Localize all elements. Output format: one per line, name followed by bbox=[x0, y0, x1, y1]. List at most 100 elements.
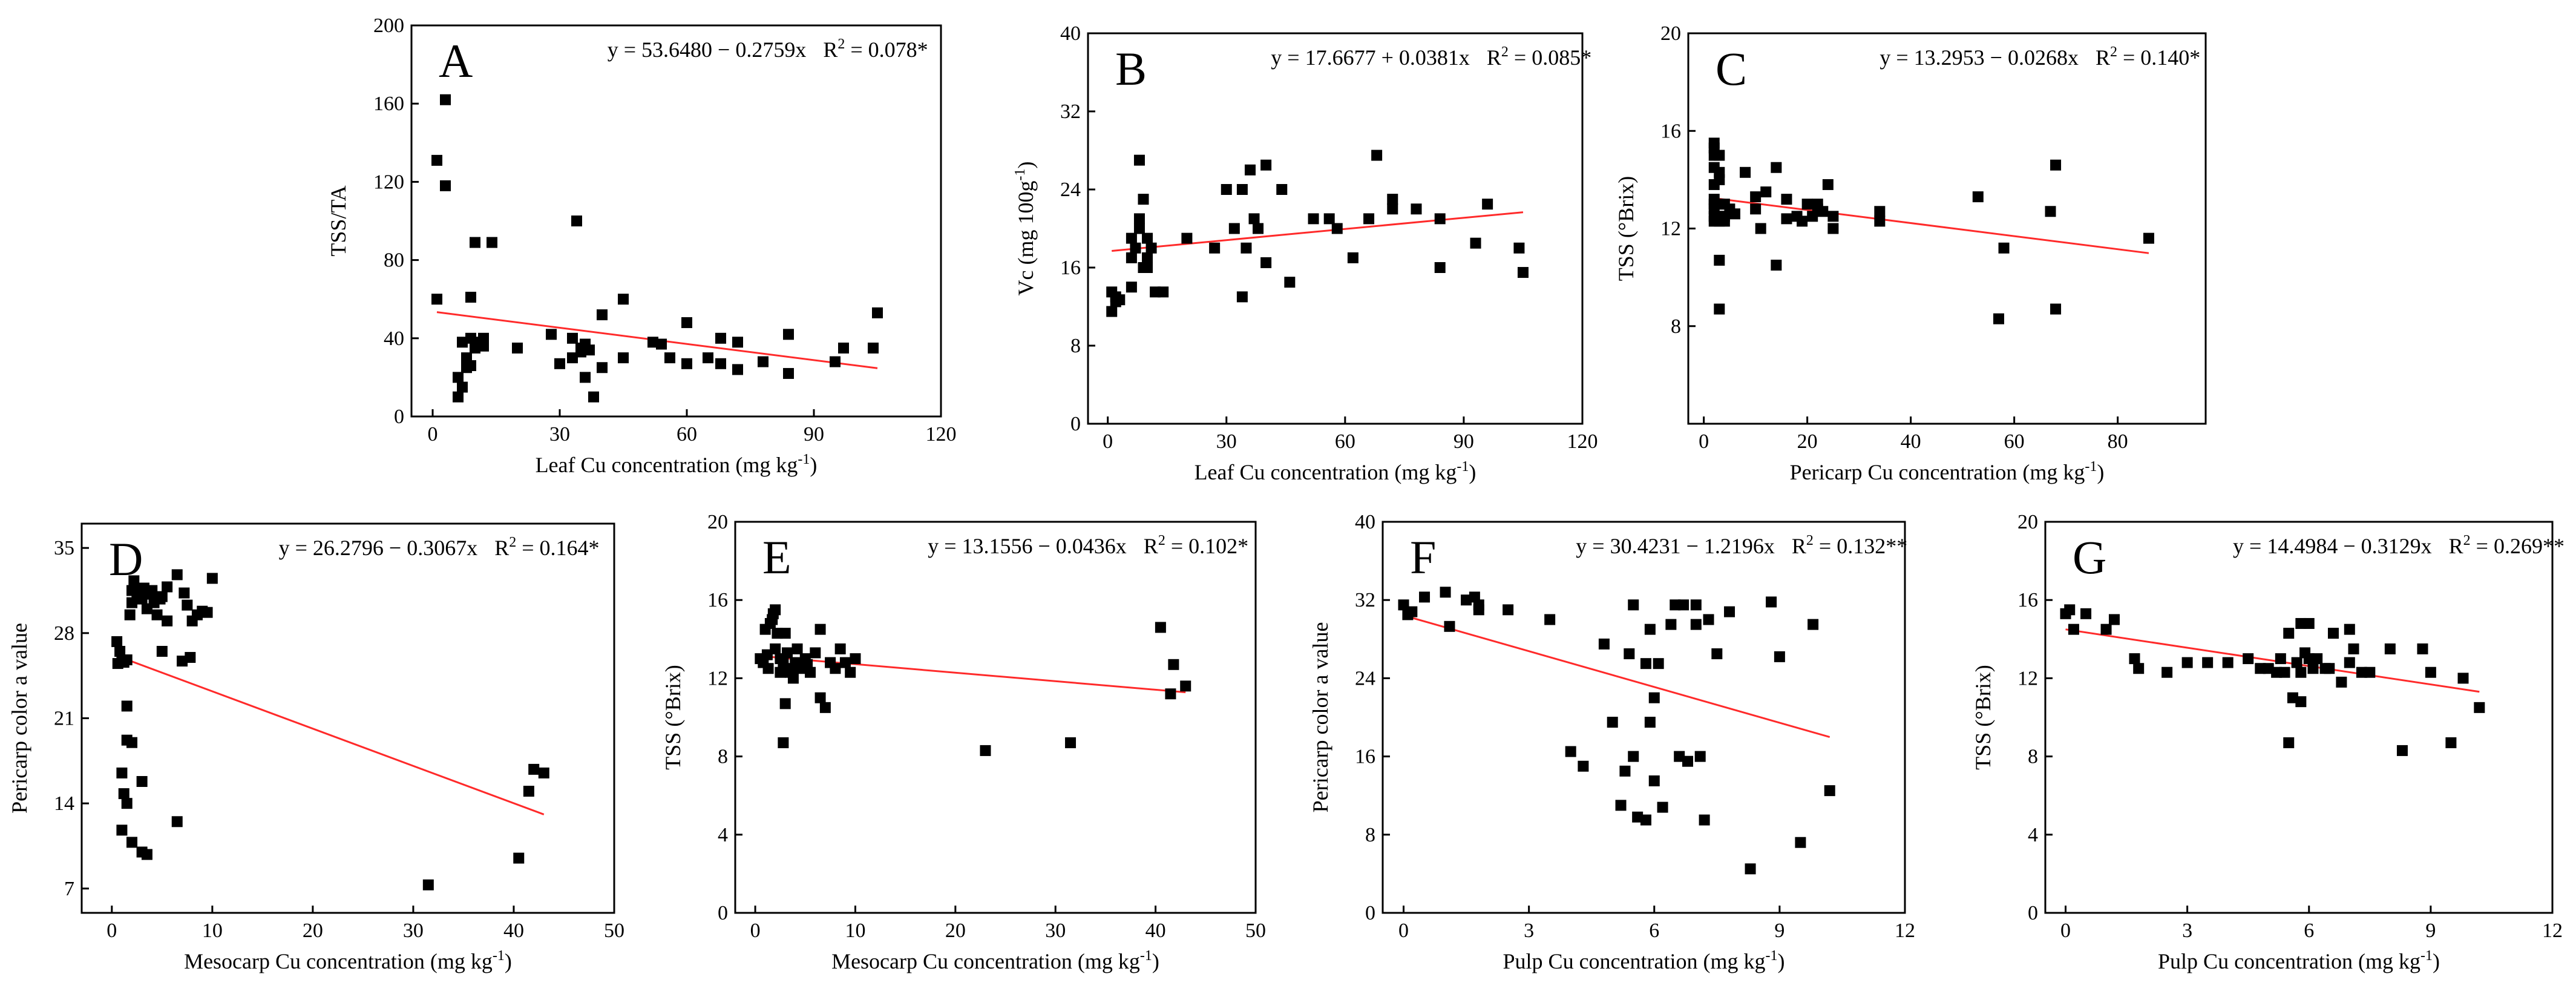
data-point bbox=[136, 775, 148, 787]
y-tick-label: 8 bbox=[1070, 335, 1081, 357]
data-point bbox=[1714, 254, 1725, 266]
y-axis-label: Pericarp color a value bbox=[7, 623, 31, 814]
data-point bbox=[1133, 154, 1145, 166]
data-point bbox=[1771, 259, 1782, 271]
data-point bbox=[1578, 760, 1589, 772]
y-tick-label: 16 bbox=[1060, 257, 1081, 279]
panel-frame bbox=[1087, 32, 1584, 425]
x-axis-label: Pericarp Cu concentration (mg kg-1) bbox=[1790, 459, 2105, 484]
x-tick-label: 0 bbox=[750, 920, 761, 942]
data-point bbox=[845, 666, 856, 678]
data-point bbox=[116, 824, 128, 836]
x-tick-label: 3 bbox=[2182, 920, 2192, 942]
data-point bbox=[1644, 624, 1656, 635]
x-tick-label: 40 bbox=[1901, 430, 1921, 453]
data-point bbox=[1781, 194, 1792, 205]
panel-letter: A bbox=[439, 35, 473, 87]
data-point bbox=[834, 643, 846, 654]
y-axis-label: Vc (mg 100g-1) bbox=[1012, 162, 1038, 296]
data-point bbox=[206, 573, 218, 584]
data-point bbox=[758, 356, 769, 367]
data-point bbox=[1972, 191, 1984, 203]
x-tick-label: 50 bbox=[1245, 920, 1266, 942]
x-tick-label: 0 bbox=[1398, 920, 1409, 942]
data-point bbox=[422, 879, 434, 890]
y-tick-label: 4 bbox=[718, 824, 728, 846]
data-point bbox=[1142, 232, 1153, 244]
y-tick-label: 12 bbox=[1660, 218, 1681, 240]
y-tick-label: 8 bbox=[1365, 824, 1375, 846]
panel-b: 0 30 60 90 120 0 8 16 24 32 40 B y = 17.6677 + 0.038… bbox=[1012, 22, 1598, 484]
y-tick-label: 8 bbox=[718, 746, 728, 768]
data-point bbox=[182, 599, 193, 611]
x-axis-label: Leaf Cu concentration (mg kg-1) bbox=[536, 452, 818, 477]
y-tick-label: 20 bbox=[2017, 511, 2038, 533]
data-point bbox=[1126, 232, 1137, 244]
data-point bbox=[2303, 617, 2315, 629]
data-point bbox=[1284, 277, 1296, 288]
data-point bbox=[810, 647, 821, 659]
regression-equation: y = 13.2953 − 0.0268x R2 = 0.140* bbox=[1880, 44, 2200, 70]
regression-line bbox=[1112, 211, 1524, 252]
y-tick-label: 0 bbox=[2028, 902, 2038, 924]
data-point bbox=[146, 585, 158, 596]
data-point bbox=[868, 342, 879, 354]
data-point bbox=[1323, 213, 1335, 225]
data-point bbox=[1729, 208, 1740, 220]
data-point bbox=[597, 362, 608, 373]
data-point bbox=[1133, 213, 1145, 225]
y-tick-label: 16 bbox=[1660, 120, 1681, 142]
x-tick-label: 80 bbox=[2108, 430, 2128, 453]
data-point bbox=[1440, 587, 1451, 598]
data-point bbox=[1138, 194, 1149, 205]
data-point bbox=[1434, 262, 1446, 273]
regression-equation: y = 14.4984 − 0.3129x R2 = 0.269** bbox=[2233, 533, 2565, 558]
data-point bbox=[1807, 619, 1819, 630]
regression-line bbox=[2065, 628, 2480, 693]
y-tick-label: 20 bbox=[707, 511, 728, 533]
panel-a: 0 30 60 90 120 0 40 80 120 160 200 A y = 53.6480 − 0… bbox=[326, 15, 957, 477]
x-tick-label: 0 bbox=[428, 423, 438, 446]
data-point bbox=[1797, 216, 1808, 227]
data-point bbox=[664, 352, 675, 364]
x-axis-label: Leaf Cu concentration (mg kg-1) bbox=[1195, 459, 1476, 484]
data-point bbox=[1781, 213, 1792, 225]
data-point bbox=[787, 673, 799, 684]
data-point bbox=[156, 591, 168, 602]
data-point bbox=[2324, 663, 2335, 674]
data-point bbox=[1347, 252, 1358, 263]
data-point bbox=[528, 763, 540, 775]
data-point bbox=[2344, 624, 2355, 635]
data-point bbox=[1145, 242, 1157, 254]
data-point bbox=[1398, 599, 1409, 611]
data-point bbox=[1703, 614, 1714, 625]
x-axis-label: Mesocarp Cu concentration (mg kg-1) bbox=[831, 948, 1159, 973]
data-point bbox=[162, 581, 173, 593]
data-point bbox=[1824, 785, 1835, 797]
data-point bbox=[1628, 751, 1639, 762]
data-point bbox=[2181, 657, 2193, 668]
data-point bbox=[2384, 643, 2396, 654]
data-point bbox=[1998, 242, 2010, 254]
data-point bbox=[618, 352, 629, 364]
data-point bbox=[839, 657, 851, 668]
y-tick-label: 24 bbox=[1355, 667, 1375, 689]
data-point bbox=[770, 604, 781, 616]
data-point bbox=[2050, 159, 2062, 171]
regression-equation: y = 26.2796 − 0.3067x R2 = 0.164* bbox=[279, 535, 600, 560]
data-point bbox=[1114, 294, 1126, 306]
data-point bbox=[1276, 184, 1288, 195]
x-tick-label: 0 bbox=[1699, 430, 1709, 453]
data-point bbox=[1513, 242, 1525, 254]
x-axis-label: Mesocarp Cu concentration (mg kg-1) bbox=[184, 948, 512, 973]
x-tick-label: 30 bbox=[403, 920, 424, 942]
data-point bbox=[431, 294, 442, 305]
y-tick-label: 8 bbox=[2028, 746, 2038, 768]
data-point bbox=[2050, 303, 2062, 315]
data-point bbox=[1419, 591, 1431, 603]
scatter-points bbox=[1708, 137, 2154, 324]
data-point bbox=[1615, 800, 1627, 811]
data-point bbox=[2080, 608, 2092, 619]
data-point bbox=[1260, 159, 1272, 171]
